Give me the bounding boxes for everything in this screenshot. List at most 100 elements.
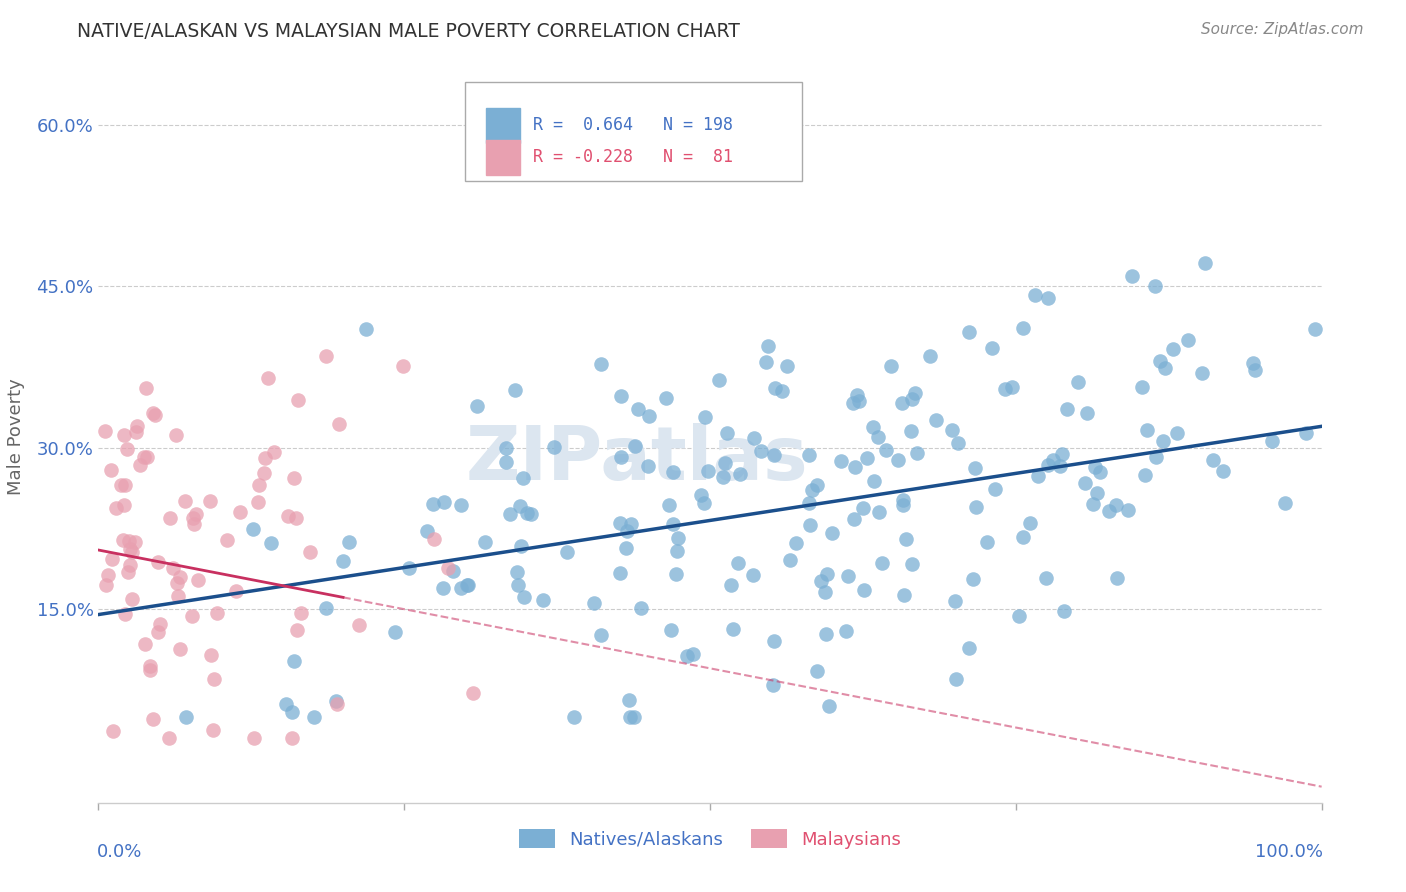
Point (465, 399, 488, 413)
Text: R =  0.664   N = 198: R = 0.664 N = 198 (533, 116, 733, 135)
Point (1295, 425, 1317, 440)
Point (165, 427, 187, 442)
Point (284, 510, 307, 524)
Point (976, 535, 998, 549)
Point (260, 535, 283, 549)
Point (662, 516, 685, 531)
Text: ZIPatlas: ZIPatlas (465, 423, 808, 496)
Point (1305, 322, 1327, 336)
Point (749, 444, 772, 458)
Point (1083, 497, 1105, 511)
Point (253, 450, 276, 465)
Point (169, 642, 191, 657)
Point (925, 412, 948, 426)
Point (900, 425, 922, 439)
Point (1076, 406, 1098, 420)
Point (658, 498, 681, 512)
Point (143, 409, 166, 423)
Point (1161, 342, 1184, 356)
Point (785, 536, 807, 550)
Point (285, 624, 308, 638)
Point (124, 425, 146, 439)
Point (450, 498, 472, 512)
Point (207, 607, 229, 621)
Point (770, 384, 793, 398)
Point (337, 535, 360, 549)
Point (762, 448, 785, 462)
Point (202, 673, 225, 687)
Point (392, 359, 415, 373)
Point (1011, 531, 1033, 545)
Point (456, 578, 478, 592)
Point (609, 516, 631, 531)
Point (856, 451, 879, 466)
Point (693, 496, 716, 510)
Point (666, 532, 689, 546)
Point (198, 493, 221, 508)
Point (105, 501, 128, 516)
Point (707, 373, 730, 387)
Bar (486, 108, 520, 143)
Point (169, 570, 191, 584)
Point (941, 423, 963, 437)
Point (727, 556, 749, 570)
Point (1035, 571, 1057, 585)
Point (1274, 496, 1296, 510)
Point (531, 593, 554, 607)
Point (181, 511, 204, 525)
Point (125, 418, 148, 433)
Point (326, 697, 349, 711)
Point (457, 578, 479, 592)
Point (1212, 464, 1234, 478)
Point (162, 561, 184, 575)
Point (422, 497, 444, 511)
Point (623, 710, 645, 724)
Point (139, 658, 162, 673)
Point (132, 450, 155, 465)
Point (637, 409, 659, 423)
Point (432, 581, 454, 595)
Point (776, 359, 799, 374)
Point (257, 371, 280, 385)
Point (1107, 571, 1129, 585)
Point (905, 446, 928, 460)
Point (138, 663, 160, 677)
Point (516, 506, 538, 520)
Point (142, 406, 165, 420)
Point (112, 498, 135, 512)
Point (1194, 255, 1216, 269)
Point (135, 450, 157, 464)
Point (277, 509, 299, 524)
Point (110, 478, 132, 492)
Point (1130, 379, 1153, 393)
Point (1042, 453, 1064, 467)
Point (1018, 516, 1040, 530)
Point (842, 396, 865, 410)
Point (276, 698, 298, 712)
Point (200, 648, 222, 662)
Point (904, 385, 927, 400)
Point (184, 508, 207, 522)
Point (918, 349, 941, 363)
Point (120, 541, 142, 556)
Point (287, 393, 309, 408)
Point (1024, 288, 1046, 302)
Point (1011, 321, 1033, 335)
Point (183, 516, 205, 531)
Point (1136, 423, 1159, 437)
Point (332, 554, 354, 568)
Point (755, 355, 778, 369)
Point (174, 493, 197, 508)
Point (801, 483, 824, 497)
Point (299, 545, 322, 559)
Point (872, 556, 894, 570)
Point (868, 430, 890, 444)
Point (115, 442, 138, 456)
Point (1144, 450, 1167, 464)
Point (117, 565, 139, 579)
Point (868, 505, 890, 519)
Point (354, 321, 377, 335)
Point (616, 524, 638, 539)
Point (437, 561, 460, 575)
Point (845, 388, 868, 402)
